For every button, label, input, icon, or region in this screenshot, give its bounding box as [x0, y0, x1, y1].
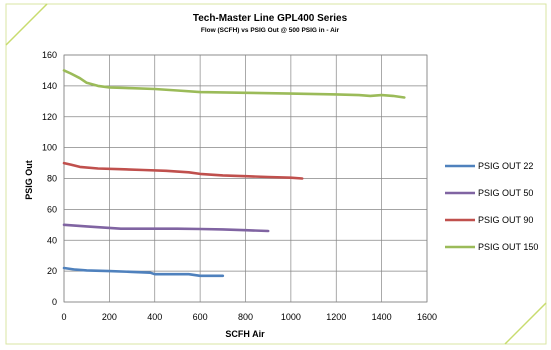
- legend-label-4: PSIG OUT 150: [478, 242, 538, 252]
- y-tick-label: 80: [47, 174, 57, 184]
- x-tick-label: 600: [193, 312, 208, 322]
- y-tick-label: 60: [47, 204, 57, 214]
- frame-corner-br: [504, 302, 547, 345]
- chart-subtitle: Flow (SCFH) vs PSIG Out @ 500 PSIG in - …: [201, 27, 340, 34]
- series-line-4: [62, 69, 406, 99]
- series-lines: [62, 69, 406, 278]
- x-tick-label: 400: [147, 312, 162, 322]
- x-tick-label: 800: [238, 312, 253, 322]
- y-tick-label: 40: [47, 235, 57, 245]
- y-tick-label: 100: [42, 143, 57, 153]
- y-tick-label: 120: [42, 112, 57, 122]
- y-tick-label: 0: [52, 297, 57, 307]
- x-tick-label: 1600: [417, 312, 437, 322]
- x-tick-label: 200: [102, 312, 117, 322]
- y-axis-label: PSIG Out: [24, 160, 34, 200]
- series-line-1: [62, 266, 225, 278]
- x-tick-label: 1400: [372, 312, 392, 322]
- x-axis-label: SCFH Air: [225, 329, 265, 339]
- legend-label-3: PSIG OUT 90: [478, 215, 533, 225]
- legend-label-2: PSIG OUT 50: [478, 188, 533, 198]
- series-line-3: [62, 161, 304, 180]
- legend: PSIG OUT 22 PSIG OUT 50 PSIG OUT 90 PSIG OU…: [445, 161, 538, 252]
- series-line-2: [62, 223, 270, 233]
- grid: [63, 54, 428, 303]
- frame-corner-tl: [5, 3, 48, 46]
- chart-title: Tech-Master Line GPL400 Series: [193, 13, 348, 24]
- x-tick-label: 1000: [281, 312, 301, 322]
- chart-frame: [5, 3, 547, 345]
- y-tick-label: 160: [42, 50, 57, 60]
- legend-label-1: PSIG OUT 22: [478, 161, 533, 171]
- y-tick-label: 140: [42, 81, 57, 91]
- x-tick-label: 0: [61, 312, 66, 322]
- y-tick-label: 20: [47, 266, 57, 276]
- x-tick-label: 1200: [326, 312, 346, 322]
